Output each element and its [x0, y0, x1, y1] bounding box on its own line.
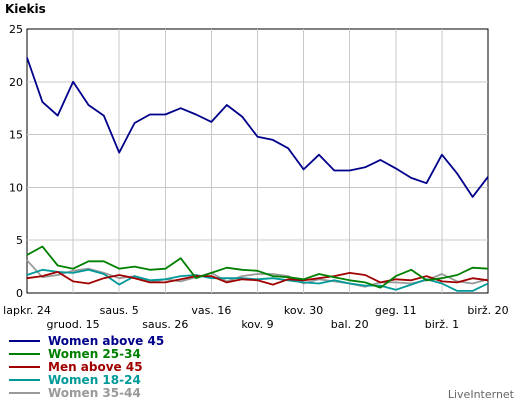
grid-lines: [27, 29, 488, 293]
y-tick-label: 25: [9, 23, 23, 36]
legend-label: Women 25-34: [48, 347, 141, 361]
legend-label: Women 35-44: [48, 386, 141, 400]
series-line-men-above-45: [26, 270, 489, 286]
x-tick-label: birž. 1: [425, 318, 459, 331]
series-line-women-35-44: [26, 259, 489, 288]
y-tick-label: 20: [9, 76, 23, 89]
series-lines: [26, 57, 489, 292]
x-tick-label: saus. 5: [100, 304, 139, 317]
y-tick-label: 15: [9, 129, 23, 142]
series-line-women-above-45: [26, 57, 489, 198]
x-tick-label: geg. 11: [375, 304, 417, 317]
series-line-women-18-24: [26, 268, 489, 292]
brand-label: LiveInternet: [448, 388, 515, 401]
x-tick-label: bal. 20: [331, 318, 369, 331]
x-tick-label: birž. 20: [467, 304, 508, 317]
y-tick-label: 10: [9, 181, 23, 194]
x-tick-label: kov. 9: [241, 318, 273, 331]
x-axis-ticks: lapkr. 24 saus. 5 vas. 16 kov. 30 geg. 11 bir…: [3, 304, 508, 331]
series-line-women-25-34: [26, 245, 489, 289]
x-tick-label: gruod. 15: [47, 318, 100, 331]
legend-label: Women 18-24: [48, 373, 141, 387]
legend-label: Men above 45: [48, 360, 143, 374]
y-tick-label: 5: [16, 234, 23, 247]
x-tick-label: saus. 26: [142, 318, 188, 331]
chart-title: Kiekis: [5, 2, 46, 16]
x-tick-label: lapkr. 24: [3, 304, 51, 317]
y-tick-label: 0: [16, 287, 23, 300]
x-tick-label: kov. 30: [284, 304, 323, 317]
x-tick-label: vas. 16: [191, 304, 231, 317]
legend-label: Women above 45: [48, 334, 164, 348]
y-axis-ticks: 0 5 10 15 20 25: [9, 23, 23, 300]
